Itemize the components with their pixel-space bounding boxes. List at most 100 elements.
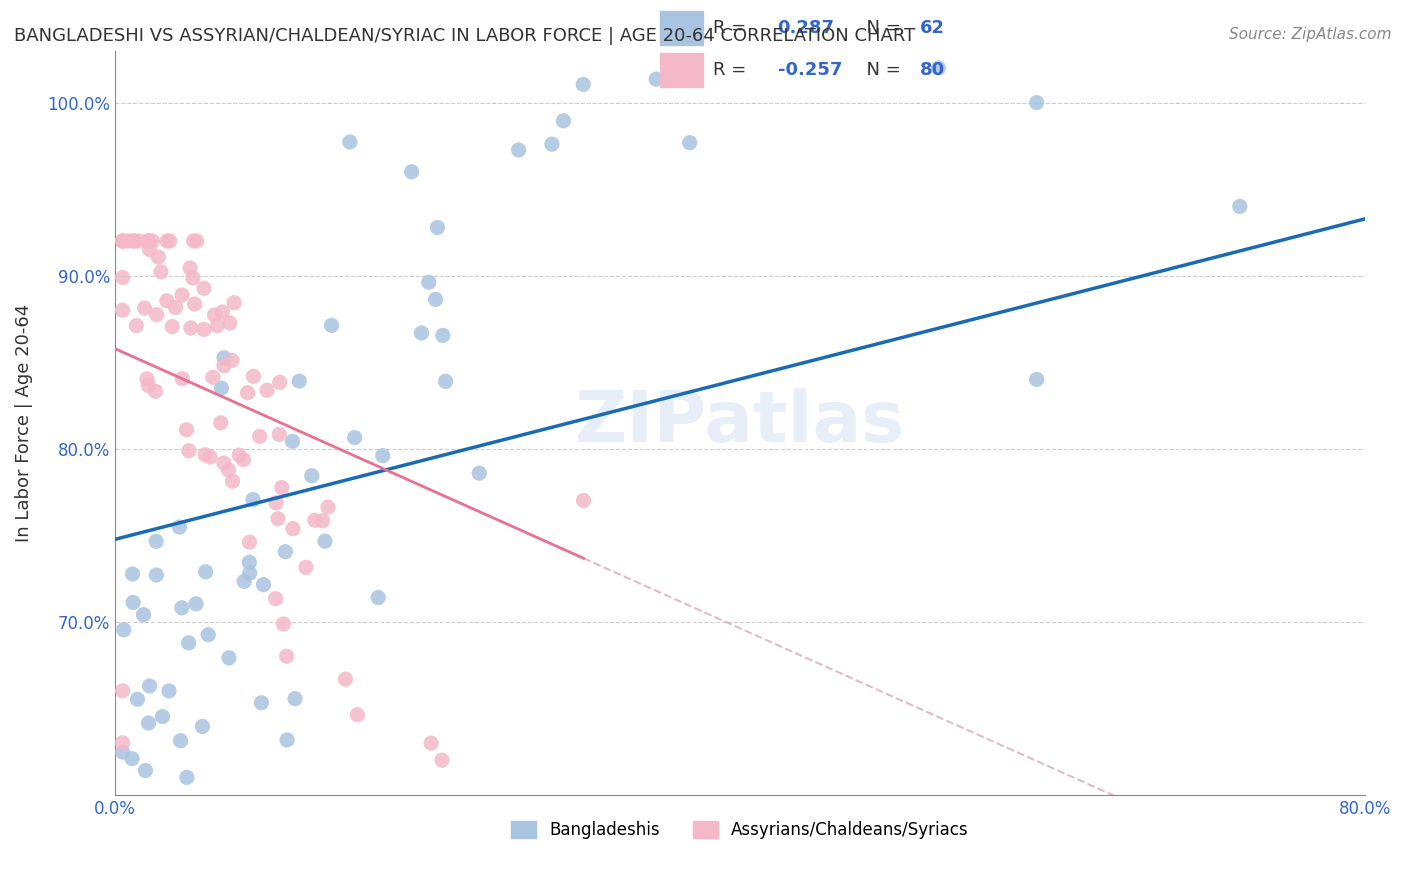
Text: R =: R = <box>713 62 752 79</box>
Point <box>224 295 246 310</box>
Point <box>150 265 173 279</box>
Point <box>121 752 143 766</box>
Point <box>138 679 160 693</box>
Point <box>194 448 217 462</box>
Point <box>152 709 174 723</box>
Point <box>111 270 134 285</box>
Point <box>117 234 139 248</box>
Point <box>425 293 447 307</box>
Point <box>301 468 323 483</box>
Point <box>112 234 135 248</box>
Point <box>177 636 200 650</box>
Point <box>927 61 949 75</box>
Point <box>553 113 575 128</box>
Point <box>121 567 143 582</box>
Point <box>201 370 224 384</box>
Point <box>127 234 149 248</box>
Point <box>148 250 170 264</box>
Text: N =: N = <box>855 19 907 37</box>
Point <box>212 456 235 470</box>
Point <box>194 565 217 579</box>
Point <box>269 376 291 390</box>
Point <box>295 560 318 574</box>
Point <box>211 305 233 319</box>
Point <box>281 434 304 449</box>
Point <box>145 308 167 322</box>
Point <box>136 234 159 248</box>
Point <box>304 513 326 527</box>
Point <box>508 143 530 157</box>
Point <box>170 288 193 302</box>
Point <box>432 328 454 343</box>
Point <box>218 316 240 330</box>
Point <box>267 511 290 525</box>
Point <box>311 514 333 528</box>
Point <box>122 595 145 609</box>
Point <box>1229 199 1251 213</box>
Text: BANGLADESHI VS ASSYRIAN/CHALDEAN/SYRIAC IN LABOR FORCE | AGE 20-64 CORRELATION C: BANGLADESHI VS ASSYRIAN/CHALDEAN/SYRIAC … <box>14 27 915 45</box>
Point <box>256 384 278 398</box>
Point <box>221 474 243 488</box>
Point <box>430 753 453 767</box>
Point <box>183 234 205 248</box>
Point <box>276 733 298 747</box>
Point <box>111 234 134 248</box>
Point <box>157 684 180 698</box>
Point <box>156 293 179 308</box>
Bar <box>659 11 703 45</box>
Point <box>209 416 232 430</box>
Text: Source: ZipAtlas.com: Source: ZipAtlas.com <box>1229 27 1392 42</box>
Point <box>180 321 202 335</box>
Point <box>288 374 311 388</box>
Point <box>141 234 163 248</box>
Point <box>122 234 145 248</box>
Text: ZIPatlas: ZIPatlas <box>575 388 905 458</box>
Bar <box>659 53 703 87</box>
Point <box>111 234 134 248</box>
Point <box>181 271 204 285</box>
Point <box>212 359 235 373</box>
Point <box>111 745 134 759</box>
Point <box>197 628 219 642</box>
Point <box>411 326 433 340</box>
Point <box>177 443 200 458</box>
Point <box>111 736 134 750</box>
Point <box>572 78 595 92</box>
Point <box>183 297 205 311</box>
Point <box>138 234 160 248</box>
Point <box>250 696 273 710</box>
Point <box>228 448 250 462</box>
Point <box>346 707 368 722</box>
Text: 80: 80 <box>920 62 945 79</box>
Point <box>204 308 226 322</box>
Point <box>281 522 304 536</box>
Point <box>193 322 215 336</box>
Point <box>274 545 297 559</box>
Point <box>191 719 214 733</box>
Point <box>136 378 159 392</box>
Point <box>186 234 208 248</box>
Point <box>321 318 343 333</box>
Point <box>371 449 394 463</box>
Point <box>468 466 491 480</box>
Point <box>249 429 271 443</box>
Point <box>401 165 423 179</box>
Point <box>252 577 274 591</box>
Point <box>264 591 287 606</box>
Point <box>172 372 194 386</box>
Point <box>645 72 668 87</box>
Point <box>134 764 156 778</box>
Point <box>111 684 134 698</box>
Point <box>426 220 449 235</box>
Point <box>193 281 215 295</box>
Text: N =: N = <box>855 62 907 79</box>
Point <box>343 431 366 445</box>
Point <box>127 692 149 706</box>
Point <box>169 733 191 747</box>
Point <box>138 716 160 731</box>
Point <box>236 385 259 400</box>
Point <box>122 234 145 248</box>
Point <box>541 137 564 152</box>
Point <box>145 568 167 582</box>
Point <box>1025 95 1047 110</box>
